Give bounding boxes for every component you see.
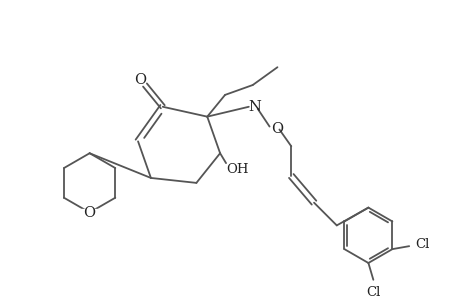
Text: O: O	[134, 73, 146, 87]
Text: Cl: Cl	[414, 238, 428, 251]
Text: O: O	[271, 122, 283, 136]
Text: Cl: Cl	[365, 286, 380, 299]
Text: O: O	[84, 206, 95, 220]
Text: N: N	[248, 100, 261, 114]
Text: OH: OH	[226, 163, 249, 176]
